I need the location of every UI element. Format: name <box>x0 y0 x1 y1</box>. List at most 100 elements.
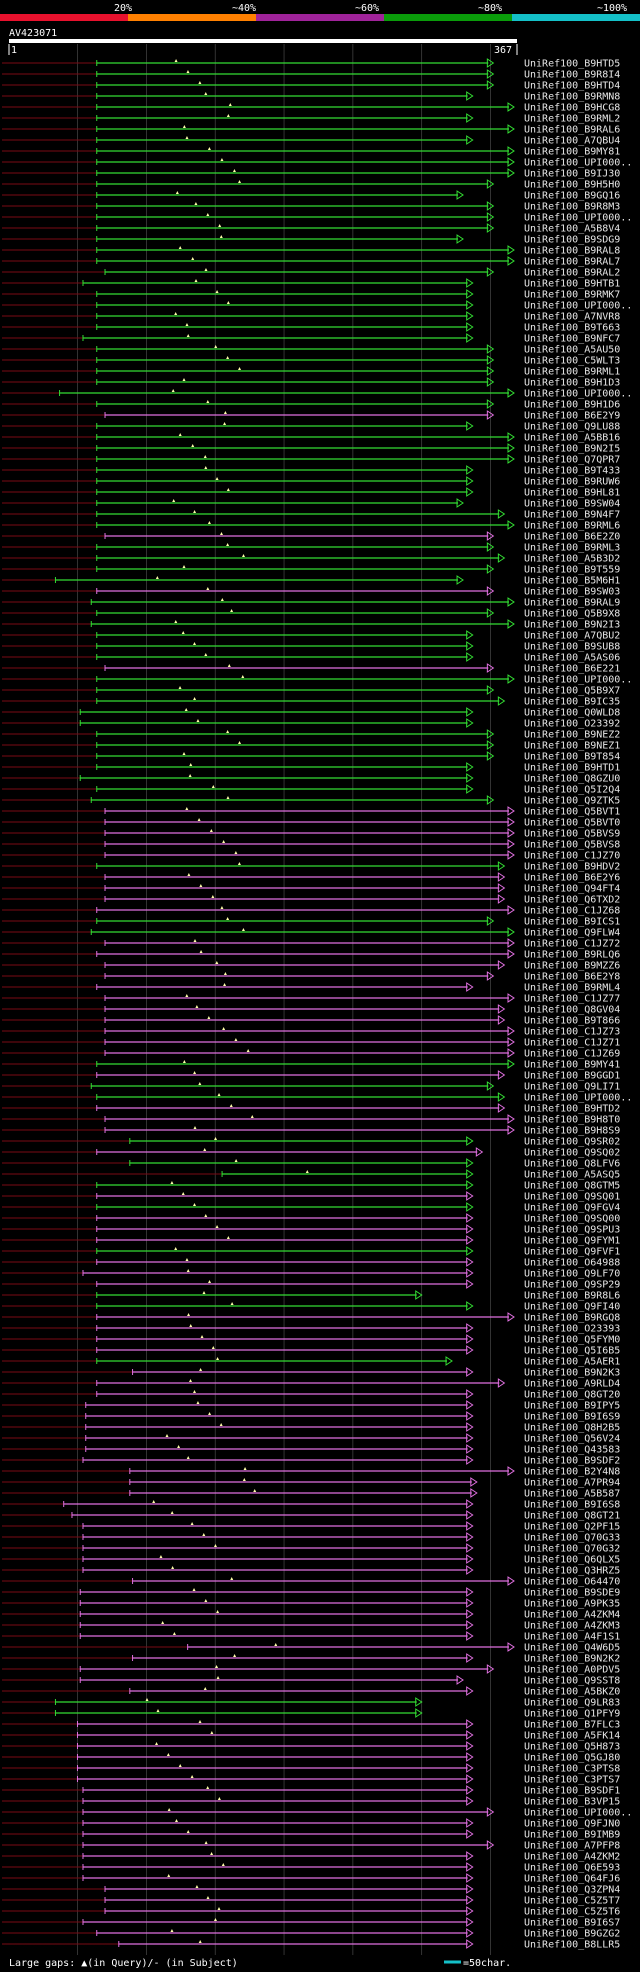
hit-row[interactable]: UniRef100_C1JZ70 <box>2 850 620 862</box>
hit-label[interactable]: UniRef100_A9RLD4 <box>524 1379 620 1390</box>
hit-label[interactable]: UniRef100_Q8GT21 <box>524 1511 620 1522</box>
hit-label[interactable]: UniRef100_Q9SQ01 <box>524 1192 620 1203</box>
hit-row[interactable]: UniRef100_Q70G32 <box>2 1543 620 1555</box>
hit-label[interactable]: UniRef100_B9R8M3 <box>524 202 620 213</box>
hit-label[interactable]: UniRef100_C1JZ71 <box>524 1038 620 1049</box>
hit-label[interactable]: UniRef100_Q9SR02 <box>524 1137 620 1148</box>
hit-row[interactable]: UniRef100_B9NEZ1 <box>2 740 620 752</box>
hit-row[interactable]: UniRef100_B9HTB1 <box>2 278 620 290</box>
hit-label[interactable]: UniRef100_B9SDG9 <box>524 235 620 246</box>
hit-label[interactable]: UniRef100_Q9FGV4 <box>524 1203 620 1214</box>
hit-row[interactable]: UniRef100_B6E2Y9 <box>2 410 620 422</box>
hit-label[interactable]: UniRef100_Q8LFV6 <box>524 1159 620 1170</box>
hit-row[interactable]: UniRef100_B9R8M3 <box>2 201 620 213</box>
hit-row[interactable]: UniRef100_A9RLD4 <box>2 1378 620 1390</box>
hit-row[interactable]: UniRef100_B9RMK7 <box>2 289 620 301</box>
hit-label[interactable]: UniRef100_C1JZ73 <box>524 1027 620 1038</box>
hit-label[interactable]: UniRef100_Q6E593 <box>524 1863 620 1874</box>
hit-row[interactable]: UniRef100_Q9FJN0 <box>2 1818 620 1830</box>
hit-row[interactable]: UniRef100_Q9LR83 <box>2 1697 620 1709</box>
hit-label[interactable]: UniRef100_B9SDE9 <box>524 1588 620 1599</box>
hit-row[interactable]: UniRef100_B9T433 <box>2 465 620 477</box>
hit-row[interactable]: UniRef100_Q9SPU3 <box>2 1224 620 1236</box>
hit-label[interactable]: UniRef100_B9HTD2 <box>524 1104 620 1115</box>
hit-label[interactable]: UniRef100_Q3HRZ5 <box>524 1566 620 1577</box>
hit-label[interactable]: UniRef100_B9MY81 <box>524 147 620 158</box>
hit-label[interactable]: UniRef100_B5M6H1 <box>524 576 620 587</box>
hit-label[interactable]: UniRef100_B9N4F7 <box>524 510 620 521</box>
hit-label[interactable]: UniRef100_A5BKZ0 <box>524 1687 620 1698</box>
hit-label[interactable]: UniRef100_B9N2I5 <box>524 444 620 455</box>
hit-label[interactable]: UniRef100_B9IMB9 <box>524 1830 620 1841</box>
hit-row[interactable]: UniRef100_B9R8L6 <box>2 1290 620 1302</box>
hit-row[interactable]: UniRef100_C5WLT3 <box>2 355 620 367</box>
hit-label[interactable]: UniRef100_B9I6S9 <box>524 1412 620 1423</box>
hit-label[interactable]: UniRef100_A5FK14 <box>524 1731 620 1742</box>
hit-row[interactable]: UniRef100_B9SDE9 <box>2 1587 620 1599</box>
hit-label[interactable]: UniRef100_A5B587 <box>524 1489 620 1500</box>
hit-row[interactable]: UniRef100_C1JZ72 <box>2 938 620 950</box>
hit-label[interactable]: UniRef100_B9R8I4 <box>524 70 620 81</box>
hit-label[interactable]: UniRef100_A7PFP8 <box>524 1841 620 1852</box>
hit-label[interactable]: UniRef100_Q5H873 <box>524 1742 620 1753</box>
hit-row[interactable]: UniRef100_Q8H2B5 <box>2 1422 620 1434</box>
hit-label[interactable]: UniRef100_B9NEZ2 <box>524 730 620 741</box>
hit-row[interactable]: UniRef100_B9SW04 <box>2 498 620 510</box>
hit-label[interactable]: UniRef100_B9I6S7 <box>524 1918 620 1929</box>
hit-label[interactable]: UniRef100_C1JZ72 <box>524 939 620 950</box>
hit-label[interactable]: UniRef100_Q70G33 <box>524 1533 620 1544</box>
hit-row[interactable]: UniRef100_A7PFP8 <box>2 1840 620 1852</box>
hit-row[interactable]: UniRef100_Q9FI40 <box>2 1301 620 1313</box>
hit-row[interactable]: UniRef100_A5B8V4 <box>2 223 620 235</box>
hit-label[interactable]: UniRef100_A4F1S1 <box>524 1632 620 1643</box>
hit-row[interactable]: UniRef100_B9RUW6 <box>2 476 620 488</box>
hit-label[interactable]: UniRef100_Q5BVT0 <box>524 818 620 829</box>
hit-row[interactable]: UniRef100_Q2PF15 <box>2 1521 620 1533</box>
hit-label[interactable]: UniRef100_B9H1D6 <box>524 400 620 411</box>
hit-label[interactable]: UniRef100_B9SDF2 <box>524 1456 620 1467</box>
hit-row[interactable]: UniRef100_B9RML4 <box>2 982 620 994</box>
hit-label[interactable]: UniRef100_B9HTD5 <box>524 59 620 70</box>
hit-label[interactable]: UniRef100_B9IJ30 <box>524 169 620 180</box>
hit-label[interactable]: UniRef100_B6E2Y8 <box>524 972 620 983</box>
hit-row[interactable]: UniRef100_Q1PFY9 <box>2 1708 620 1720</box>
hit-row[interactable]: UniRef100_B9RAL9 <box>2 597 620 609</box>
hit-row[interactable]: UniRef100_B9RLQ6 <box>2 949 620 961</box>
hit-row[interactable]: UniRef100_Q8GT20 <box>2 1389 620 1401</box>
hit-label[interactable]: UniRef100_UPI000.. <box>524 1808 632 1819</box>
hit-row[interactable]: UniRef100_Q8GV04 <box>2 1004 620 1016</box>
hit-row[interactable]: UniRef100_B9RML1 <box>2 366 620 378</box>
hit-label[interactable]: UniRef100_C3PTS7 <box>524 1775 620 1786</box>
hit-label[interactable]: UniRef100_Q4W6D5 <box>524 1643 620 1654</box>
hit-label[interactable]: UniRef100_B9RUW6 <box>524 477 620 488</box>
hit-label[interactable]: UniRef100_B9RAL6 <box>524 125 620 136</box>
hit-label[interactable]: UniRef100_B9MZZ6 <box>524 961 620 972</box>
hit-label[interactable]: UniRef100_Q94FT4 <box>524 884 620 895</box>
hit-row[interactable]: UniRef100_Q5BVT1 <box>2 806 620 818</box>
hit-row[interactable]: UniRef100_B9I6S9 <box>2 1411 620 1423</box>
hit-row[interactable]: UniRef100_Q8GZU0 <box>2 773 620 785</box>
hit-label[interactable]: UniRef100_B6E2Z0 <box>524 532 620 543</box>
hit-label[interactable]: UniRef100_B9R8L6 <box>524 1291 620 1302</box>
hit-row[interactable]: UniRef100_B9MY41 <box>2 1059 620 1071</box>
hit-label[interactable]: UniRef100_B6E221 <box>524 664 620 675</box>
hit-row[interactable]: UniRef100_B9HTD5 <box>2 58 620 70</box>
hit-label[interactable]: UniRef100_B9RML6 <box>524 521 620 532</box>
hit-label[interactable]: UniRef100_Q9FVF1 <box>524 1247 620 1258</box>
hit-label[interactable]: UniRef100_B9IPY5 <box>524 1401 620 1412</box>
hit-label[interactable]: UniRef100_B9SUB8 <box>524 642 620 653</box>
hit-row[interactable]: UniRef100_B6E2Y6 <box>2 872 620 884</box>
hit-label[interactable]: UniRef100_B7FLC3 <box>524 1720 620 1731</box>
hit-row[interactable]: UniRef100_B6E2Y8 <box>2 971 620 983</box>
hit-row[interactable]: UniRef100_B9RML6 <box>2 520 620 532</box>
hit-label[interactable]: UniRef100_B9RAL2 <box>524 268 620 279</box>
hit-label[interactable]: UniRef100_C1JZ69 <box>524 1049 620 1060</box>
hit-label[interactable]: UniRef100_B9RML1 <box>524 367 620 378</box>
hit-label[interactable]: UniRef100_Q6QLX5 <box>524 1555 620 1566</box>
hit-label[interactable]: UniRef100_Q5FYM0 <box>524 1335 620 1346</box>
hit-label[interactable]: UniRef100_Q9FLW4 <box>524 928 620 939</box>
hit-label[interactable]: UniRef100_A5BB16 <box>524 433 620 444</box>
hit-row[interactable]: UniRef100_B9SUB8 <box>2 641 620 653</box>
hit-row[interactable]: UniRef100_B2Y4N8 <box>2 1466 620 1478</box>
hit-label[interactable]: UniRef100_B9I6S8 <box>524 1500 620 1511</box>
